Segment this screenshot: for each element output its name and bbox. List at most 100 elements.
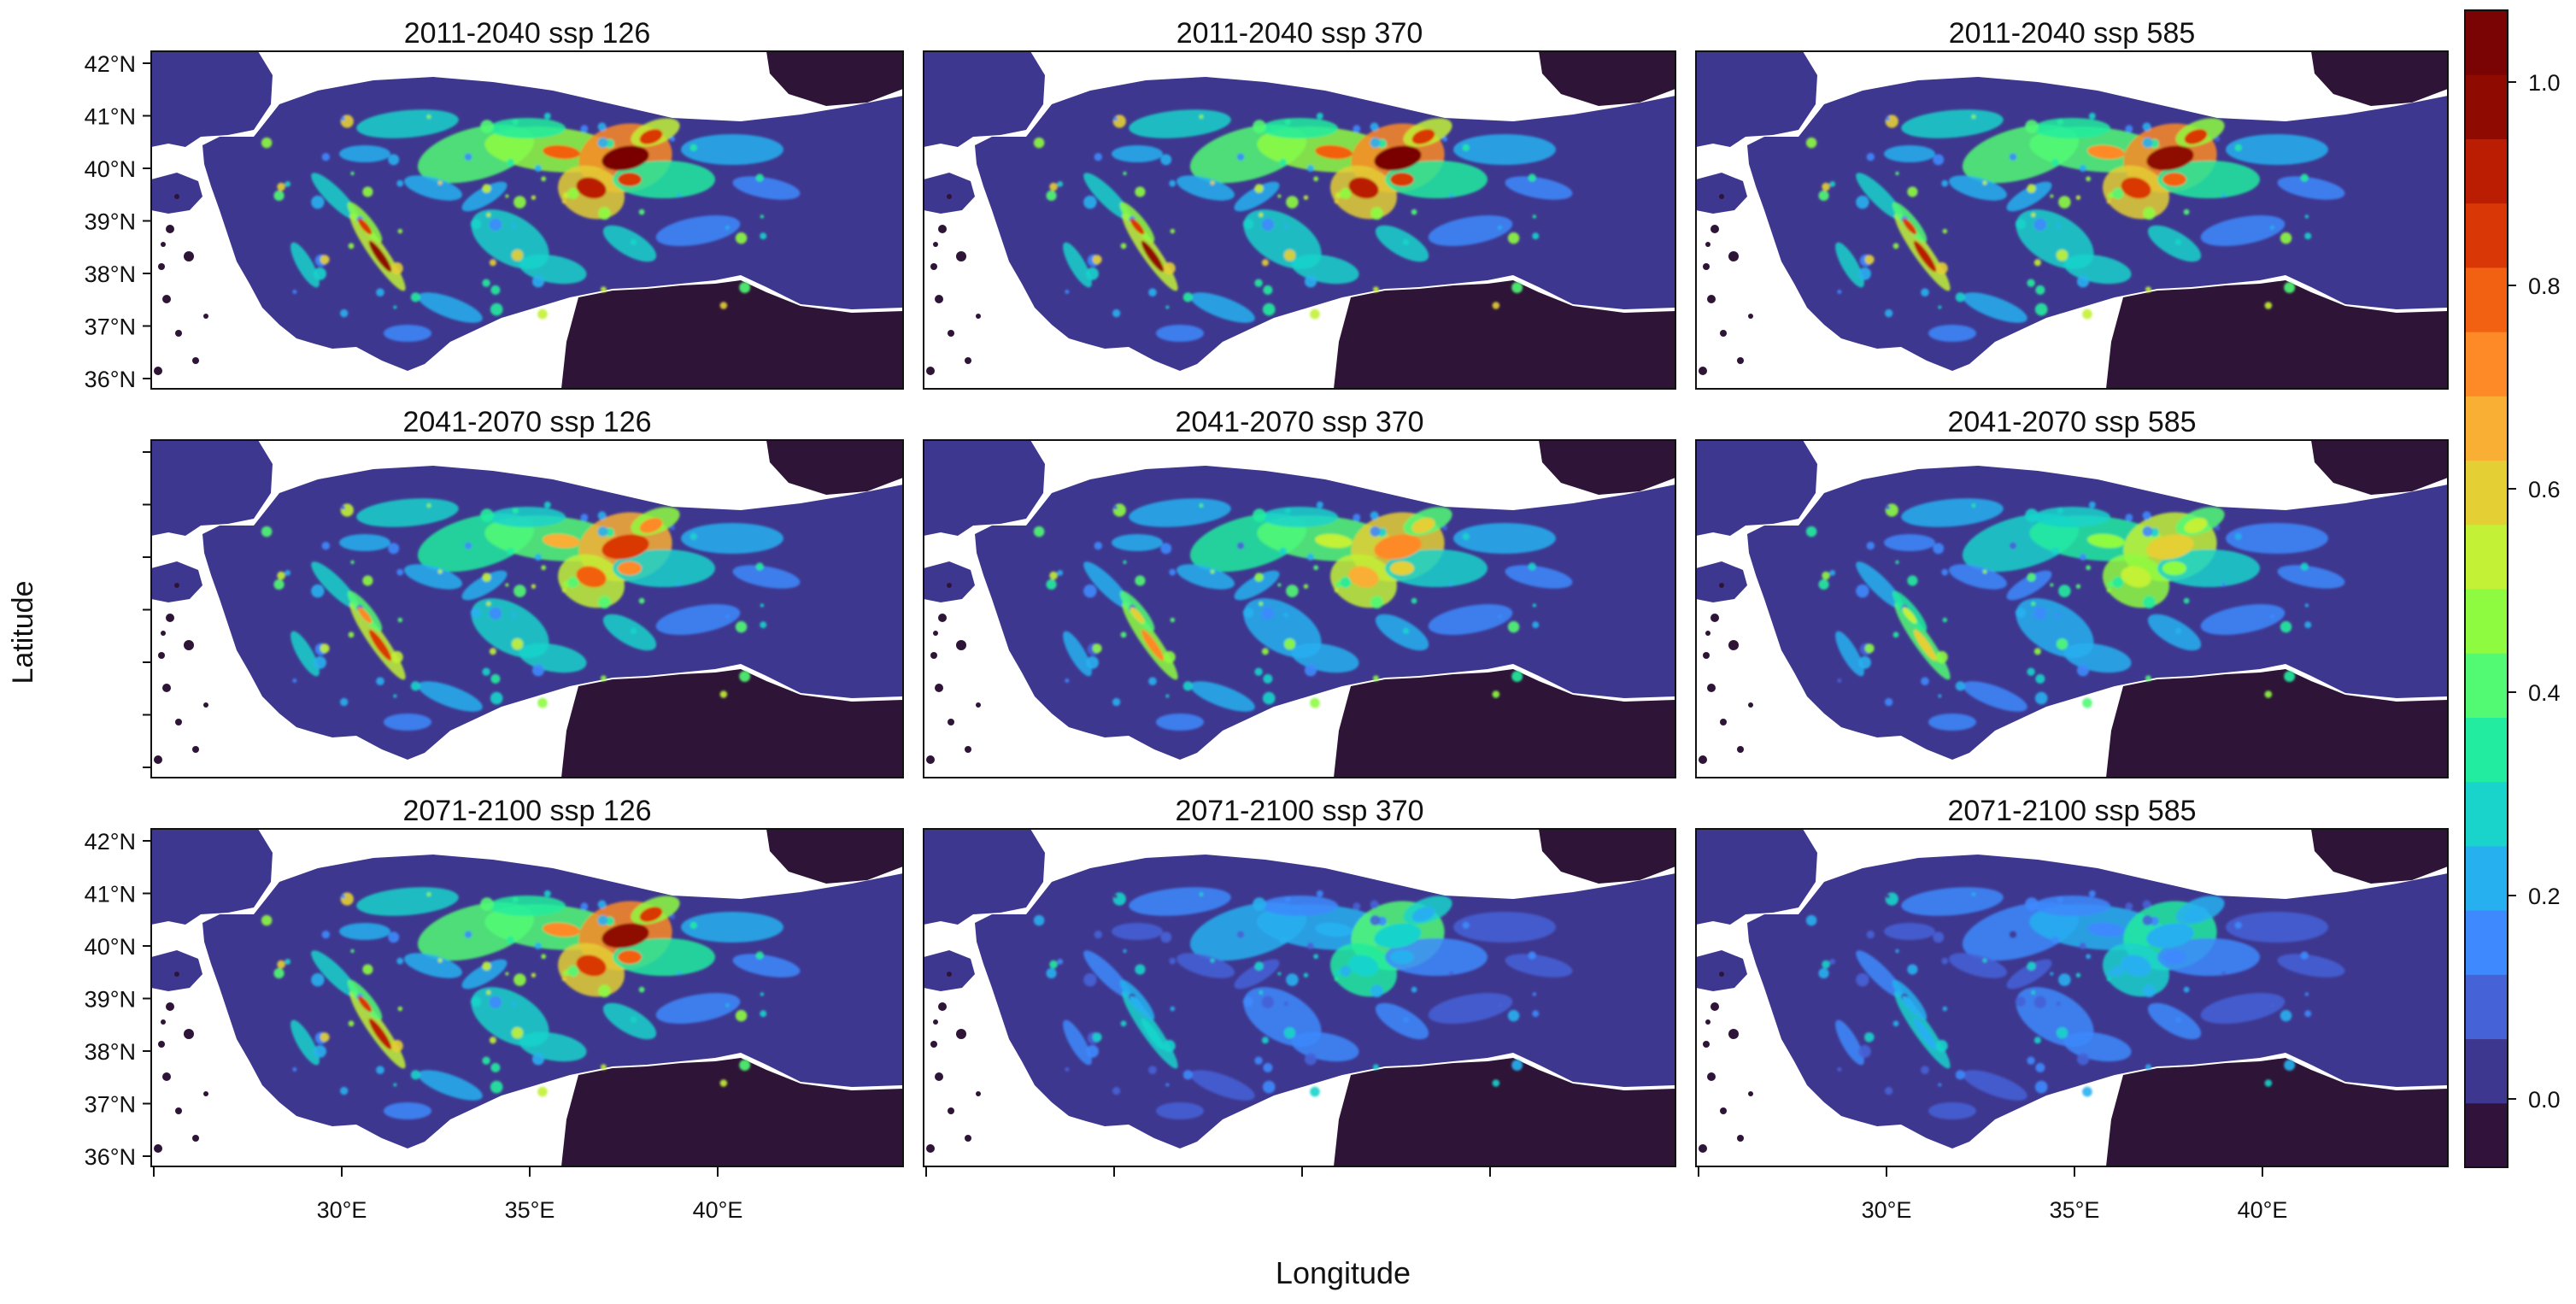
- suitability-speck: [735, 232, 748, 244]
- suitability-speck: [1511, 671, 1523, 682]
- suitability-speck: [1210, 958, 1215, 963]
- suitability-speck: [1310, 1086, 1320, 1097]
- suitability-speck: [1449, 582, 1454, 587]
- suitability-speck: [1941, 568, 1949, 576]
- suitability-patch: [1963, 292, 2027, 323]
- suitability-speck: [1163, 261, 1176, 275]
- suitability-speck: [486, 602, 491, 607]
- suitability-speck: [437, 180, 443, 185]
- suitability-speck: [735, 620, 748, 633]
- island: [203, 314, 208, 319]
- suitability-speck: [531, 584, 537, 589]
- panel-frame: [1695, 828, 2449, 1167]
- legend-swatch: [2465, 653, 2508, 718]
- suitability-speck: [1907, 186, 1918, 197]
- suitability-speck: [2143, 207, 2156, 220]
- high-suitability-patch: [1374, 145, 1422, 171]
- suitability-speck: [482, 279, 490, 287]
- suitability-speck: [1283, 1001, 1288, 1007]
- suitability-speck: [760, 1010, 767, 1018]
- island: [1710, 225, 1719, 233]
- suitability-speck: [638, 209, 645, 215]
- southern-region: [2106, 280, 2448, 389]
- island: [184, 640, 194, 650]
- suitability-patch: [1928, 1102, 1976, 1119]
- suitability-speck: [2183, 209, 2190, 215]
- suitability-speck: [1942, 617, 1948, 623]
- suitability-speck: [2009, 931, 2017, 938]
- lon-tick-label: 40°E: [693, 1197, 743, 1223]
- suitability-speck: [376, 1066, 384, 1075]
- high-suitability-patch: [2146, 923, 2194, 949]
- suitability-speck: [755, 951, 764, 960]
- suitability-speck: [1113, 894, 1118, 899]
- suitability-speck: [320, 1032, 330, 1043]
- suitability-patch: [2226, 912, 2328, 943]
- suitability-speck: [760, 232, 767, 240]
- suitability-speck: [1442, 136, 1448, 142]
- suitability-speck: [2174, 238, 2182, 246]
- suitability-speck: [1277, 972, 1282, 976]
- island: [1748, 702, 1753, 708]
- suitability-speck: [1283, 1026, 1296, 1039]
- high-suitability-patch: [2162, 950, 2186, 964]
- island: [175, 1107, 182, 1114]
- map-panels: 2011-2040 ssp 126 42°N 41°N 40°N 39°N 38°N 37°…: [85, 17, 2449, 1223]
- suitability-speck: [390, 1039, 403, 1053]
- suitability-patch: [1505, 176, 1573, 200]
- suitability-patch: [1261, 896, 1338, 916]
- island: [158, 1041, 165, 1048]
- legend-swatch: [2465, 203, 2508, 268]
- high-suitability-patch: [1130, 996, 1145, 1013]
- suitability-speck: [1938, 1083, 1942, 1087]
- island: [1737, 357, 1744, 364]
- suitability-patch: [681, 134, 783, 165]
- suitability-speck: [1242, 219, 1253, 230]
- caucasus-region: [2311, 829, 2448, 884]
- suitability-speck: [1971, 115, 1976, 119]
- island: [192, 1135, 199, 1142]
- suitability-speck: [1805, 526, 1817, 537]
- suitability-speck: [1492, 690, 1500, 698]
- suitability-speck: [388, 931, 400, 943]
- suitability-speck: [1837, 678, 1842, 683]
- suitability-speck: [1253, 897, 1266, 911]
- high-suitability-patch: [1902, 218, 1917, 235]
- suitability-patch: [418, 681, 483, 712]
- suitability-speck: [1942, 228, 1948, 234]
- lat-tick-label: 39°N: [85, 987, 136, 1013]
- suitability-speck: [1170, 617, 1176, 623]
- island: [947, 194, 952, 199]
- balkan-land: [1696, 440, 1817, 536]
- suitability-speck: [2106, 199, 2111, 204]
- suitability-speck: [1864, 643, 1875, 654]
- suitability-speck: [1057, 180, 1064, 187]
- suitability-speck: [760, 992, 765, 996]
- suitability-speck: [2174, 1016, 2182, 1024]
- island: [174, 972, 179, 977]
- suitability-patch: [1129, 887, 1231, 916]
- suitability-patch: [1261, 118, 1338, 138]
- suitability-speck: [739, 671, 751, 682]
- suitability-patch: [404, 175, 462, 201]
- suitability-speck: [562, 191, 570, 199]
- suitability-speck: [1971, 503, 1976, 508]
- suitability-speck: [2088, 501, 2096, 508]
- high-suitability-patch: [1913, 240, 1937, 273]
- suitability-speck: [376, 677, 384, 686]
- suitability-speck: [1982, 569, 1987, 574]
- suitability-patch: [1901, 498, 2004, 527]
- suitability-speck: [1402, 1016, 1410, 1024]
- aegean-coast: [924, 950, 975, 991]
- suitability-speck: [1160, 543, 1172, 555]
- suitability-speck: [2125, 514, 2133, 522]
- suitability-speck: [1254, 279, 1263, 287]
- suitability-speck: [1353, 902, 1361, 911]
- suitability-patch: [1063, 1019, 1092, 1066]
- suitability-patch: [1129, 109, 1231, 138]
- suitability-speck: [489, 648, 496, 655]
- island: [166, 1002, 174, 1011]
- suitability-speck: [719, 302, 728, 309]
- suitability-speck: [1856, 972, 1869, 987]
